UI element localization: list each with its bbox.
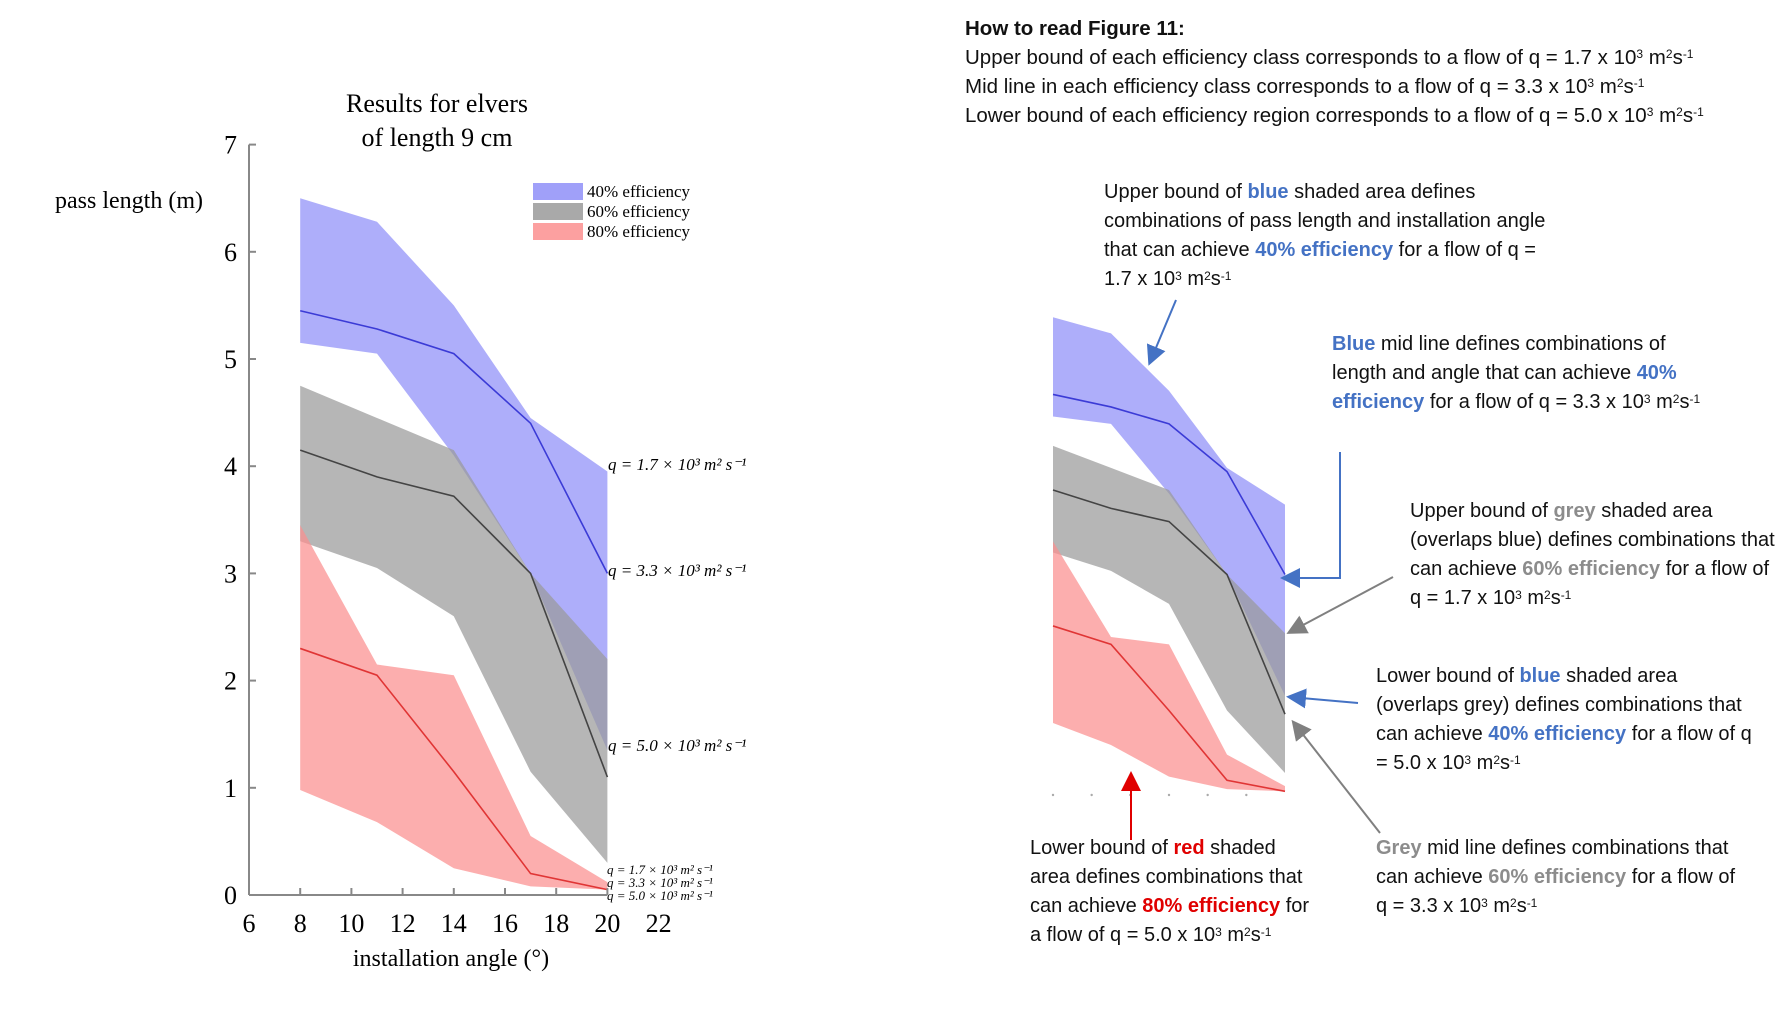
inset-line-layer — [1052, 393, 1286, 793]
inset-area-layer — [1053, 317, 1285, 792]
y-tick-label: 1 — [224, 774, 237, 803]
y-tick-label: 7 — [224, 131, 237, 160]
inset-band-2 — [1053, 541, 1285, 792]
how-to-read-line-upper: Upper bound of each efficiency class cor… — [965, 46, 1694, 69]
arrow-blue-lower — [1286, 688, 1359, 709]
inset-mid-line-1 — [1052, 489, 1286, 715]
inset-x-tick — [1206, 793, 1209, 797]
x-tick-label: 8 — [294, 909, 307, 938]
y-tick-label: 3 — [224, 559, 237, 588]
legend-swatch — [533, 223, 583, 240]
chart-title-line-1: Results for elvers — [346, 89, 528, 118]
how-to-read-line-mid: Mid line in each efficiency class corres… — [965, 75, 1645, 98]
mid-line-2 — [299, 647, 608, 891]
y-axis-label: pass length (m) — [55, 188, 203, 214]
how-to-read-line-lower: Lower bound of each efficiency region co… — [965, 104, 1704, 127]
flow-annotation: q = 1.7 × 10³ m² s⁻¹ — [608, 455, 746, 474]
chart-title-line-2: of length 9 cm — [362, 123, 513, 152]
inset-mid-line-2 — [1052, 625, 1286, 793]
arrow-grey-upper — [1286, 576, 1394, 634]
note-red-lower: Lower bound of red shaded area defines c… — [1030, 837, 1310, 946]
band-1 — [300, 385, 608, 863]
inset-x-tick — [1090, 793, 1093, 797]
note-blue-lower: Lower bound of blue shaded area (overlap… — [1376, 665, 1752, 774]
note-blue-mid: Blue mid line defines combinations of le… — [1332, 333, 1701, 413]
y-tick-label: 5 — [224, 345, 237, 374]
band-0 — [300, 198, 608, 751]
inset-x-tick — [1167, 793, 1171, 797]
y-tick-label: 0 — [224, 881, 237, 910]
mid-line-0 — [300, 309, 609, 574]
flow-annotation-small: q = 3.3 × 10³ m² s⁻¹ — [607, 875, 713, 890]
flow-annotations: q = 1.7 × 10³ m² s⁻¹q = 3.3 × 10³ m² s⁻¹… — [607, 455, 746, 903]
x-tick-label: 12 — [390, 909, 416, 938]
x-tick-label: 10 — [338, 909, 364, 938]
x-tick-label: 14 — [441, 909, 467, 938]
x-tick-label: 6 — [243, 909, 256, 938]
inset-mid-line-0 — [1052, 393, 1286, 575]
x-tick-label: 22 — [646, 909, 672, 938]
inset-chart — [1051, 317, 1286, 797]
inset-band-0 — [1053, 317, 1285, 696]
flow-annotation-small: q = 1.7 × 10³ m² s⁻¹ — [607, 862, 713, 877]
legend-label: 60% efficiency — [587, 202, 691, 221]
inset-x-tick — [1129, 793, 1132, 797]
mid-line-1 — [299, 449, 609, 778]
flow-annotation-small: q = 5.0 × 10³ m² s⁻¹ — [607, 888, 713, 903]
y-tick-label: 2 — [224, 667, 237, 696]
legend-swatch — [533, 203, 583, 220]
x-tick-label: 18 — [543, 909, 569, 938]
legend-label: 40% efficiency — [587, 182, 691, 201]
inset-ticks — [1051, 793, 1248, 797]
legend-swatch — [533, 183, 583, 200]
arrow-grey-mid — [1291, 719, 1381, 834]
legend-label: 80% efficiency — [587, 222, 691, 241]
inset-x-tick — [1051, 793, 1055, 797]
note-blue-upper: Upper bound of blue shaded area defines … — [1104, 181, 1546, 290]
line-layer — [299, 309, 609, 891]
area-layer — [300, 198, 608, 890]
inset-band-1 — [1053, 445, 1285, 773]
x-tick-label: 20 — [594, 909, 620, 938]
y-tick-label: 4 — [224, 452, 237, 481]
flow-annotation: q = 3.3 × 10³ m² s⁻¹ — [608, 561, 746, 580]
how-to-read-title: How to read Figure 11: — [965, 17, 1185, 40]
flow-annotation: q = 5.0 × 10³ m² s⁻¹ — [608, 736, 746, 755]
note-grey-upper: Upper bound of grey shaded area (overlap… — [1410, 500, 1775, 609]
inset-x-tick — [1245, 793, 1248, 797]
x-axis-label: installation angle (°) — [353, 946, 549, 972]
note-grey-mid: Grey mid line defines combinations that … — [1376, 837, 1736, 917]
x-tick-label: 16 — [492, 909, 518, 938]
band-2 — [300, 525, 608, 890]
how-to-read-box: How to read Figure 11: Upper bound of ea… — [965, 14, 1704, 130]
y-tick-label: 6 — [224, 238, 237, 267]
